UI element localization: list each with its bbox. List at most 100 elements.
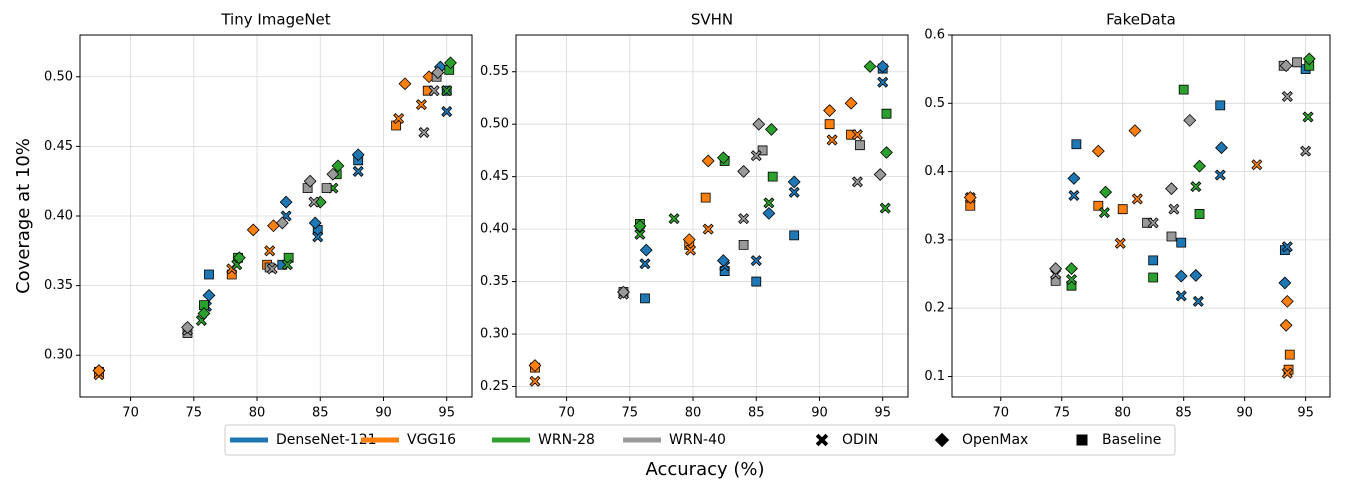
point (824, 119, 835, 130)
point (617, 285, 630, 299)
point (275, 216, 289, 230)
point (1148, 272, 1159, 283)
point (1175, 290, 1187, 302)
legend-label: VGG16 (407, 432, 456, 448)
point (1251, 159, 1263, 171)
point (851, 129, 863, 141)
point (1131, 193, 1143, 205)
point (765, 123, 778, 136)
y-tick-label: 0.1 (924, 369, 945, 384)
legend-label: WRN-28 (538, 432, 595, 448)
legend-marker (815, 433, 829, 447)
legend-label: ODIN (842, 432, 878, 448)
point (1280, 294, 1294, 308)
point (308, 216, 322, 230)
point (700, 192, 711, 203)
y-tick-label: 0.45 (44, 139, 73, 154)
point (1281, 367, 1293, 379)
point (1098, 207, 1110, 219)
point (232, 251, 246, 265)
point (863, 60, 877, 73)
point (528, 359, 542, 372)
chart-title: Tiny ImageNet (220, 11, 330, 29)
point (303, 174, 317, 188)
point (444, 56, 457, 70)
point (266, 263, 278, 275)
point (1065, 262, 1078, 276)
point (1091, 144, 1105, 158)
point (752, 117, 766, 131)
point (879, 202, 891, 214)
y-tick-label: 0.35 (480, 274, 509, 289)
point (1176, 237, 1187, 248)
point (281, 259, 293, 271)
point (1128, 124, 1142, 138)
point (1190, 181, 1202, 193)
point (1281, 241, 1293, 253)
point (1279, 59, 1293, 73)
point (321, 183, 332, 194)
point (877, 76, 889, 88)
point (529, 375, 541, 387)
point (264, 245, 276, 257)
x-tick-label: 95 (1297, 406, 1314, 421)
point (701, 154, 715, 168)
point (880, 146, 893, 159)
point (963, 191, 977, 204)
x-tick-label: 70 (993, 406, 1010, 421)
point (823, 104, 837, 117)
y-axis-label: Coverage at 10% (13, 138, 34, 294)
point (826, 134, 838, 146)
legend-label: DenseNet-121 (276, 432, 377, 448)
point (788, 186, 800, 198)
y-tick-label: 0.35 (44, 278, 73, 293)
point (1165, 182, 1178, 196)
point (1183, 113, 1197, 127)
legend-label: OpenMax (962, 432, 1028, 448)
y-tick-label: 0.40 (44, 209, 73, 224)
point (428, 85, 440, 97)
point (1302, 52, 1316, 66)
point (1193, 159, 1206, 173)
x-tick-label: 70 (558, 406, 575, 421)
point (1147, 217, 1159, 229)
plot-frame (951, 34, 1331, 398)
point (767, 171, 778, 182)
point (279, 195, 293, 209)
point (246, 223, 260, 237)
point (751, 276, 762, 287)
point (881, 108, 892, 119)
point (639, 243, 653, 257)
point (851, 176, 863, 188)
y-tick-label: 0.25 (480, 379, 509, 394)
y-tick-label: 0.2 (924, 301, 945, 316)
x-tick-label: 70 (122, 406, 139, 421)
x-axis-label: Accuracy (%) (645, 459, 764, 480)
point (1071, 139, 1082, 150)
y-tick-label: 0.40 (480, 222, 509, 237)
x-tick-label: 80 (249, 406, 266, 421)
point (1049, 262, 1063, 276)
point (763, 197, 775, 209)
point (1065, 274, 1078, 286)
point (682, 233, 696, 247)
point (787, 175, 801, 189)
point (1148, 255, 1159, 266)
x-tick-label: 75 (622, 406, 639, 421)
point (634, 228, 646, 240)
point (415, 99, 427, 111)
point (1192, 295, 1204, 307)
y-tick-label: 0.30 (44, 348, 73, 363)
point (1099, 185, 1113, 199)
point (684, 244, 697, 256)
x-tick-label: 90 (375, 406, 392, 421)
point (750, 150, 762, 162)
point (1114, 237, 1126, 249)
y-tick-label: 0.45 (480, 169, 509, 184)
point (331, 159, 345, 173)
plot-frame (515, 34, 909, 398)
point (1281, 90, 1293, 102)
legend-label: WRN-40 (669, 432, 726, 448)
point (738, 213, 750, 225)
